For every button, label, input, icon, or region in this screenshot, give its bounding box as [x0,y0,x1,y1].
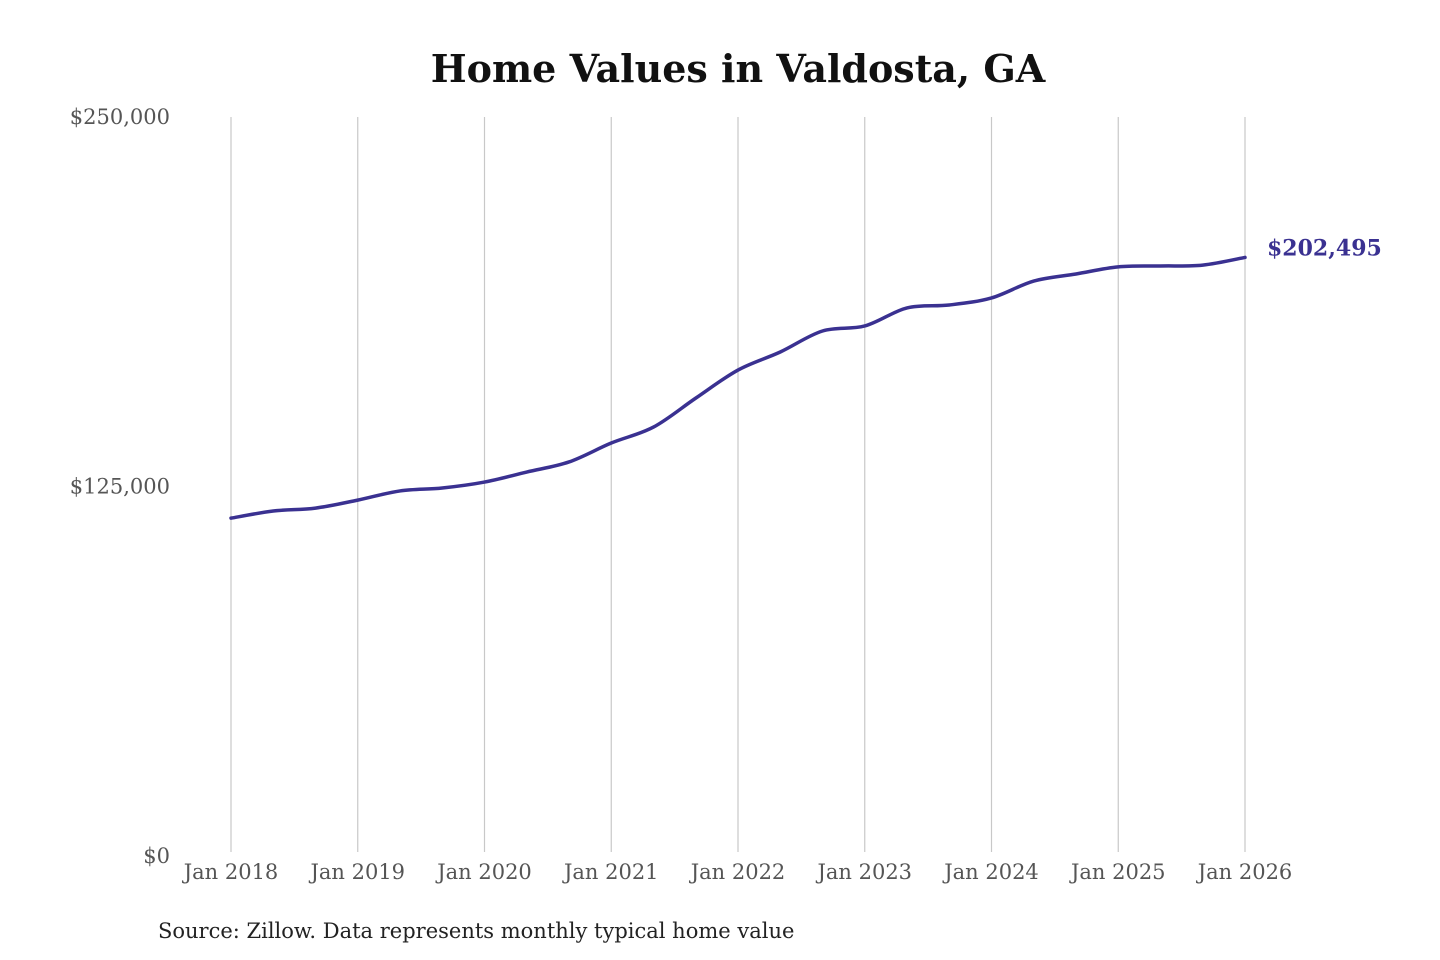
x-tick-label: Jan 2018 [182,860,279,884]
x-axis: Jan 2018 Jan 2019 Jan 2020 Jan 2021 Jan 2022… [182,860,1293,884]
x-tick-label: Jan 2021 [562,860,659,884]
y-tick-label: $0 [143,844,170,868]
x-tick-label: Jan 2026 [1196,860,1293,884]
x-tick-label: Jan 2020 [435,860,532,884]
series-line [229,255,1247,520]
x-tick-label: Jan 2025 [1069,860,1166,884]
y-tick-label: $250,000 [70,105,170,129]
gridlines [230,117,1246,852]
x-tick-label: Jan 2019 [308,860,405,884]
y-axis: $0 $125,000 $250,000 [70,105,170,868]
end-value-label: $202,495 [1267,235,1382,261]
x-tick-label: Jan 2023 [815,860,912,884]
y-tick-label: $125,000 [70,475,170,499]
chart-title: Home Values in Valdosta, GA [431,46,1046,91]
source-note: Source: Zillow. Data represents monthly … [158,919,794,943]
x-tick-label: Jan 2022 [689,860,786,884]
x-tick-label: Jan 2024 [942,860,1039,884]
